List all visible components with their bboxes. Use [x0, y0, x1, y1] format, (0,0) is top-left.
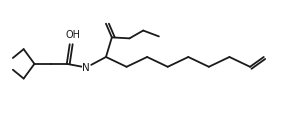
Text: OH: OH: [65, 30, 80, 40]
Text: N: N: [83, 62, 90, 72]
